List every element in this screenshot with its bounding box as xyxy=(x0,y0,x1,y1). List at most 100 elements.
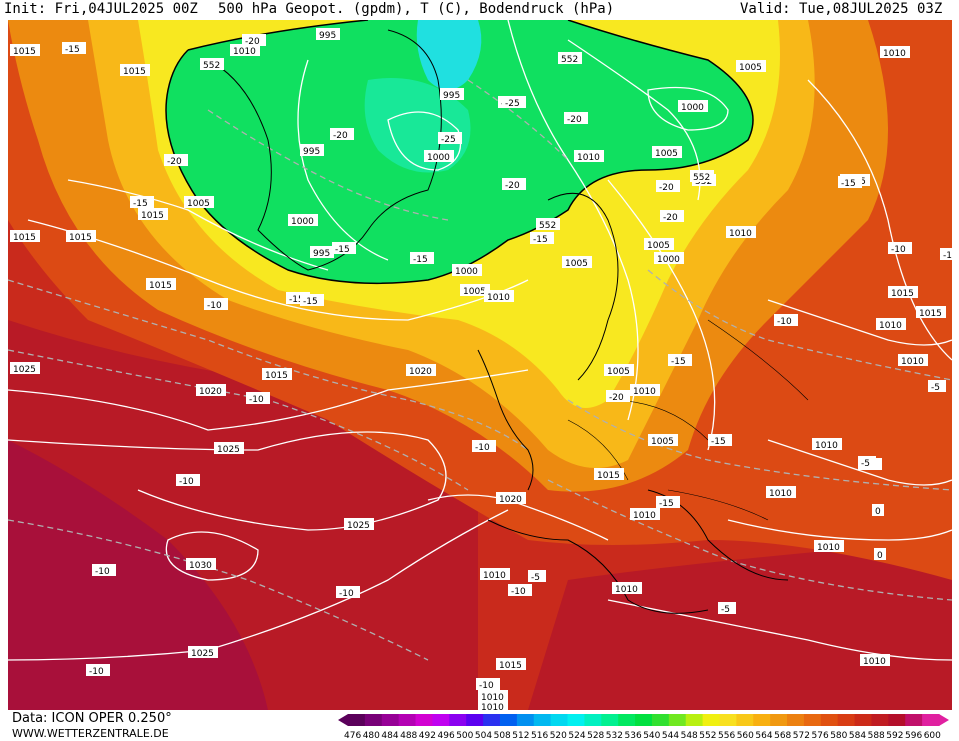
pressure-label-text: 1010 xyxy=(483,571,506,581)
pressure-label: 1010 xyxy=(880,46,910,59)
legend-swatch xyxy=(719,714,737,726)
pressure-label-text: 1010 xyxy=(901,357,924,367)
temperature-label: -15 xyxy=(838,176,862,189)
legend-tick-label: 480 xyxy=(363,731,380,740)
legend-tick-label: 540 xyxy=(643,731,660,740)
pressure-label-text: 1015 xyxy=(891,289,914,299)
pressure-label: 1025 xyxy=(344,518,374,531)
legend-swatch xyxy=(499,714,518,726)
temperature-label: -10 xyxy=(476,678,500,691)
temperature-label-text: -20 xyxy=(609,393,624,403)
pressure-label-text: 1010 xyxy=(863,657,886,667)
pressure-label: 1015 xyxy=(120,64,150,77)
legend-swatch xyxy=(685,714,704,726)
pressure-label: 1000 xyxy=(678,100,708,113)
legend-swatch xyxy=(550,714,569,726)
temperature-label-text: -15 xyxy=(711,437,726,447)
pressure-label-text: 1010 xyxy=(883,49,906,59)
legend-tick-label: 528 xyxy=(587,731,604,740)
temperature-label-text: -10 xyxy=(891,245,906,255)
pressure-label-text: 1025 xyxy=(13,365,36,375)
temperature-label-text: -10 xyxy=(475,443,490,453)
temperature-label: -25 xyxy=(502,96,526,109)
pressure-label-text: 1010 xyxy=(577,153,600,163)
pressure-label: 1000 xyxy=(288,214,318,227)
pressure-label-text: 552 xyxy=(561,55,578,65)
temperature-label-text: -10 xyxy=(89,667,104,677)
pressure-label: 1005 xyxy=(460,284,490,297)
pressure-label-text: 1025 xyxy=(217,445,240,455)
temperature-label: -15 xyxy=(940,248,952,261)
legend-swatch xyxy=(533,714,552,726)
pressure-label: 1010 xyxy=(814,540,844,553)
field-green-light xyxy=(364,78,471,173)
temperature-label: -15 xyxy=(708,434,732,447)
pressure-label: 1015 xyxy=(888,286,918,299)
legend-tick-label: 592 xyxy=(886,731,903,740)
temperature-label-text: -5 xyxy=(861,459,870,469)
temperature-label: -10 xyxy=(336,586,360,599)
legend-tick-label: 508 xyxy=(494,731,511,740)
field-deepest-red xyxy=(8,440,268,710)
legend-swatch xyxy=(905,714,923,726)
legend-tick-label: 504 xyxy=(475,731,492,740)
pressure-label-text: 552 xyxy=(539,221,556,231)
temperature-label: -10 xyxy=(472,440,496,453)
legend-tick-label: 572 xyxy=(793,731,810,740)
pressure-label-text: 1015 xyxy=(13,47,36,57)
pressure-label: 995 xyxy=(300,144,324,157)
legend-tick-label: 552 xyxy=(699,731,716,740)
temperature-label-text: -10 xyxy=(479,681,494,691)
legend-swatch xyxy=(702,714,720,726)
pressure-label: 1010 xyxy=(574,150,604,163)
legend-swatch xyxy=(770,714,788,726)
pressure-label: 1010 xyxy=(726,226,756,239)
pressure-label-text: 1010 xyxy=(481,693,504,703)
pressure-label-text: 1015 xyxy=(265,371,288,381)
legend-tick-label: 500 xyxy=(456,731,473,740)
legend-tick-label: 564 xyxy=(755,731,772,740)
legend-swatch xyxy=(635,714,653,726)
temperature-label-text: -10 xyxy=(207,301,222,311)
color-legend: 476 480 484 488 492 496 500 504 508 512 516 520 524 5… xyxy=(338,714,949,740)
pressure-label-text: 1020 xyxy=(199,387,222,397)
pressure-label-text: 1010 xyxy=(633,387,656,397)
pressure-label: 1015 xyxy=(496,658,526,671)
temperature-label-text: -10 xyxy=(95,567,110,577)
temperature-label: -15 xyxy=(656,496,680,509)
pressure-label-text: 1005 xyxy=(463,287,486,297)
legend-tick-label: 496 xyxy=(438,731,455,740)
temperature-label-text: -10 xyxy=(511,587,526,597)
map-header: Init: Fri,04JUL2025 00Z 500 hPa Geopot. … xyxy=(0,0,959,20)
pressure-label-text: 995 xyxy=(313,249,330,259)
pressure-label-text: 1025 xyxy=(191,649,214,659)
legend-tick-label: 544 xyxy=(662,731,679,740)
legend-tick-label: 576 xyxy=(812,731,829,740)
legend-tick-label: 512 xyxy=(512,731,529,740)
temperature-label: -15 xyxy=(410,252,434,265)
temperature-label: -10 xyxy=(774,314,798,327)
temperature-label-text: -15 xyxy=(841,179,856,189)
weather-map: 1015 1010 995 552 552 1010 1015 1005 995 1000 995 1… xyxy=(8,20,952,710)
pressure-label: 1015 xyxy=(594,468,624,481)
pressure-label-text: 1015 xyxy=(123,67,146,77)
legend-tick-label: 488 xyxy=(400,731,417,740)
pressure-label-text: 1010 xyxy=(615,585,638,595)
legend-swatch xyxy=(888,714,906,726)
temperature-label: -10 xyxy=(204,298,228,311)
temperature-label-text: -20 xyxy=(167,157,182,167)
temperature-label-text: -25 xyxy=(441,135,456,145)
temperature-label-text: -15 xyxy=(943,251,952,261)
isobars xyxy=(8,20,952,661)
legend-tick-label: 536 xyxy=(625,731,642,740)
temperature-label: -20 xyxy=(164,154,188,167)
temperature-label-text: -5 xyxy=(931,383,940,393)
pressure-label: 1020 xyxy=(496,492,526,505)
legend-swatch xyxy=(432,714,450,726)
legend-tick-label: 580 xyxy=(830,731,847,740)
pressure-label-text: 1005 xyxy=(607,367,630,377)
pressure-label: 1020 xyxy=(406,364,436,377)
temperature-label-text: -15 xyxy=(413,255,428,265)
pressure-label-text: 995 xyxy=(443,91,460,101)
pressure-label-text: 1000 xyxy=(681,103,704,113)
